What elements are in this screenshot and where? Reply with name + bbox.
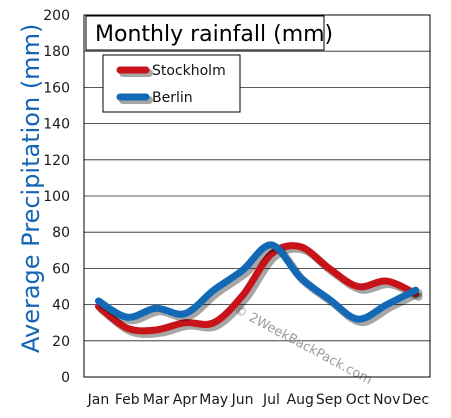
series-lines [94, 241, 423, 338]
x-tick-label-apr: Apr [173, 392, 197, 408]
y-tick-label-80: 80 [52, 225, 70, 241]
title-frame [85, 15, 325, 51]
data-point-stockholm-sep [328, 267, 330, 269]
title-box: Monthly rainfall (mm) [85, 15, 333, 51]
data-point-berlin-apr [184, 313, 186, 315]
data-point-berlin-jul [270, 244, 272, 246]
chart-title: Monthly rainfall (mm) [95, 22, 333, 47]
data-point-berlin-oct [357, 318, 359, 320]
series-line-berlin [94, 241, 420, 323]
data-point-berlin-jan [97, 300, 99, 302]
x-tick-label-may: May [199, 392, 228, 408]
data-point-stockholm-aug [299, 246, 301, 248]
legend-label-berlin: Berlin [152, 90, 193, 106]
x-tick-label-mar: Mar [143, 392, 170, 408]
legend-frame [102, 54, 241, 113]
y-axis-label: Average Precipitation (mm) [17, 24, 45, 353]
x-tick-label-jan: Jan [87, 392, 110, 408]
x-tick-label-jun: Jun [231, 392, 254, 408]
series-line-stockholm [94, 242, 420, 335]
data-point-stockholm-oct [357, 286, 359, 288]
data-point-berlin-aug [299, 276, 301, 278]
x-tick-label-dec: Dec [402, 392, 429, 408]
y-tick-label-160: 160 [43, 80, 70, 96]
y-tick-label-140: 140 [43, 117, 70, 133]
x-tick-label-sep: Sep [316, 392, 343, 408]
data-point-stockholm-feb [126, 327, 128, 329]
plot-frame [83, 14, 431, 378]
x-tick-label-jul: Jul [262, 392, 280, 408]
data-point-berlin-dec [415, 289, 417, 291]
data-point-berlin-nov [386, 304, 388, 306]
y-tick-label-0: 0 [61, 370, 70, 386]
y-tick-label-120: 120 [43, 153, 70, 169]
legend: Stockholm Berlin [102, 54, 241, 113]
y-tick-label-20: 20 [52, 334, 70, 350]
x-tick-label-oct: Oct [346, 392, 371, 408]
x-tick-label-nov: Nov [373, 392, 400, 408]
y-tick-label-60: 60 [52, 261, 70, 277]
data-point-stockholm-apr [184, 322, 186, 324]
data-point-berlin-jun [242, 269, 244, 271]
data-point-stockholm-jul [270, 253, 272, 255]
x-axis-ticks: Jan Feb Mar Apr May Jun Jul Aug Sep Oct Nov Dec [87, 392, 430, 408]
x-tick-label-feb: Feb [115, 392, 140, 408]
y-tick-label-100: 100 [43, 189, 70, 205]
data-point-berlin-sep [328, 298, 330, 300]
y-axis-ticks: 0 20 40 60 80 100 120 140 160 180 200 [43, 8, 70, 386]
data-point-stockholm-may [213, 322, 215, 324]
legend-label-stockholm: Stockholm [152, 63, 226, 79]
data-point-berlin-mar [155, 307, 157, 309]
data-point-stockholm-jun [242, 295, 244, 297]
data-point-berlin-may [213, 289, 215, 291]
data-point-berlin-feb [126, 316, 128, 318]
data-point-stockholm-nov [386, 280, 388, 282]
x-tick-label-aug: Aug [287, 392, 314, 408]
y-tick-label-40: 40 [52, 298, 70, 314]
y-tick-label-180: 180 [43, 44, 70, 60]
y-tick-label-200: 200 [43, 8, 70, 24]
data-point-stockholm-mar [155, 329, 157, 331]
